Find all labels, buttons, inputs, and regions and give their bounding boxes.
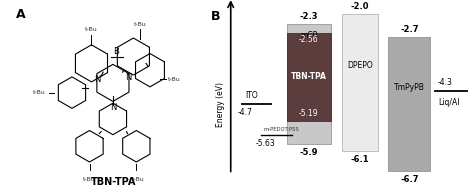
Bar xyxy=(287,33,331,121)
Text: B: B xyxy=(211,10,221,22)
Text: TBN-TPA: TBN-TPA xyxy=(91,177,137,187)
Text: B: B xyxy=(113,47,119,56)
Text: DPEPO: DPEPO xyxy=(347,61,373,70)
Text: -5.19: -5.19 xyxy=(299,109,319,118)
Text: -5.9: -5.9 xyxy=(300,148,318,157)
Text: -2.7: -2.7 xyxy=(400,25,419,34)
Text: TBN-TPA: TBN-TPA xyxy=(291,72,327,81)
Text: t-Bu: t-Bu xyxy=(83,177,96,183)
Text: t-Bu: t-Bu xyxy=(85,27,98,32)
Bar xyxy=(287,24,331,144)
Text: -4.3: -4.3 xyxy=(438,78,453,87)
Text: t-Bu: t-Bu xyxy=(33,90,46,95)
Text: ITO: ITO xyxy=(245,91,258,100)
Text: Liq/Al: Liq/Al xyxy=(438,98,459,107)
Text: N: N xyxy=(110,103,116,112)
Text: A: A xyxy=(17,8,26,21)
Text: -5.63: -5.63 xyxy=(255,139,275,148)
Bar xyxy=(341,14,378,151)
Text: mCP: mCP xyxy=(301,31,318,40)
Text: -6.1: -6.1 xyxy=(350,155,369,164)
Text: -2.56: -2.56 xyxy=(299,35,319,44)
Text: -4.7: -4.7 xyxy=(237,108,252,117)
Text: t-Bu: t-Bu xyxy=(167,77,180,82)
Text: N: N xyxy=(125,74,132,82)
Text: -6.7: -6.7 xyxy=(400,175,419,184)
Text: TmPyPB: TmPyPB xyxy=(394,83,425,92)
Text: -2.3: -2.3 xyxy=(300,12,318,21)
Text: m-PEDOT:PSS: m-PEDOT:PSS xyxy=(264,127,299,132)
Bar xyxy=(388,37,430,171)
Text: N: N xyxy=(94,75,100,84)
Text: t-Bu: t-Bu xyxy=(132,177,145,183)
Text: t-Bu: t-Bu xyxy=(134,22,146,27)
Text: -2.0: -2.0 xyxy=(350,2,369,11)
Text: Energy (eV): Energy (eV) xyxy=(216,82,225,127)
